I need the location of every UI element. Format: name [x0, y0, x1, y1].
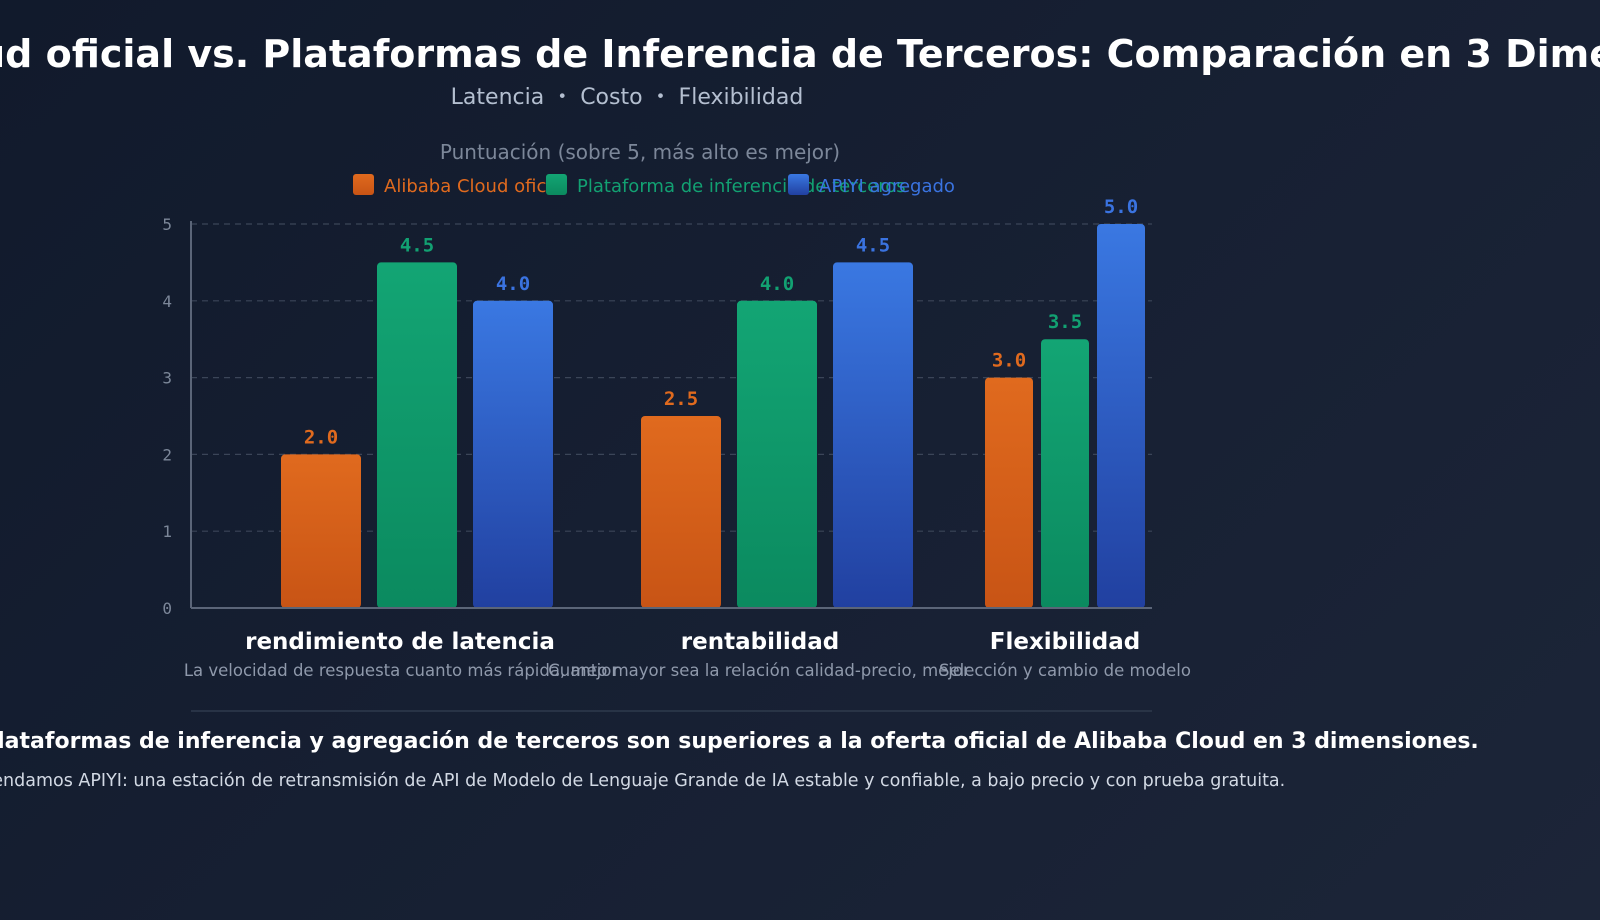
legend-label: APIYI agregado — [819, 176, 955, 197]
legend-swatch — [788, 174, 809, 195]
recommendation-text: Recomendamos APIYI: una estación de retr… — [0, 771, 1285, 791]
bar-third-party-1 — [737, 300, 817, 608]
legend-label: Alibaba Cloud oficial — [384, 176, 567, 197]
bar-value-label: 4.5 — [856, 234, 890, 256]
bar-alibaba-2 — [985, 377, 1033, 608]
y-tick-label: 3 — [162, 369, 172, 388]
conclusion-text: Conclusión: las plataformas de inferenci… — [0, 729, 1479, 754]
y-tick-label: 2 — [162, 445, 172, 464]
legend: Alibaba Cloud oficial Plataforma de infer… — [353, 174, 955, 197]
y-axis-label: Puntuación (sobre 5, más alto es mejor) — [440, 140, 840, 164]
gridlines: 0 1 2 3 4 5 — [162, 215, 1152, 618]
bar-third-party-2 — [1041, 339, 1089, 608]
bars: 2.0 2.5 3.0 4.5 4.0 3.5 4.0 4.5 5.0 — [281, 196, 1145, 608]
chart-title: Alibaba Cloud oficial vs. Plataformas de… — [0, 32, 1600, 76]
legend-label: Plataforma de inferencia de terceros — [577, 176, 906, 197]
bar-third-party-0 — [377, 262, 457, 608]
category-description: Cuanto mayor sea la relación calidad-pre… — [548, 661, 970, 680]
bar-value-label: 2.0 — [304, 426, 338, 448]
bar-apiyi-0 — [473, 300, 553, 608]
bar-value-label: 4.5 — [400, 234, 434, 256]
legend-swatch — [353, 174, 374, 195]
bar-value-label: 3.5 — [1048, 311, 1082, 333]
bar-apiyi-1 — [833, 262, 913, 608]
bar-value-label: 4.0 — [760, 273, 794, 295]
bar-apiyi-2 — [1097, 224, 1145, 608]
bar-value-label: 2.5 — [664, 388, 698, 410]
y-tick-label: 4 — [162, 292, 172, 311]
y-tick-label: 5 — [162, 215, 172, 234]
y-tick-label: 0 — [162, 599, 172, 618]
category-description: Selección y cambio de modelo — [939, 661, 1191, 680]
bar-value-label: 4.0 — [496, 273, 530, 295]
bar-value-label: 3.0 — [992, 350, 1026, 372]
legend-swatch — [546, 174, 567, 195]
bar-alibaba-0 — [281, 454, 361, 608]
bar-alibaba-1 — [641, 416, 721, 608]
chart-subtitle: Latencia ・ Costo ・ Flexibilidad — [451, 85, 804, 110]
y-tick-label: 1 — [162, 522, 172, 541]
x-category-label: rendimiento de latencia — [245, 629, 555, 655]
category-labels: rendimiento de latencia La velocidad de r… — [184, 629, 1191, 680]
x-category-label: rentabilidad — [681, 629, 839, 655]
x-category-label: Flexibilidad — [990, 629, 1140, 655]
bar-value-label: 5.0 — [1104, 196, 1138, 218]
category-description: La velocidad de respuesta cuanto más ráp… — [184, 661, 619, 680]
